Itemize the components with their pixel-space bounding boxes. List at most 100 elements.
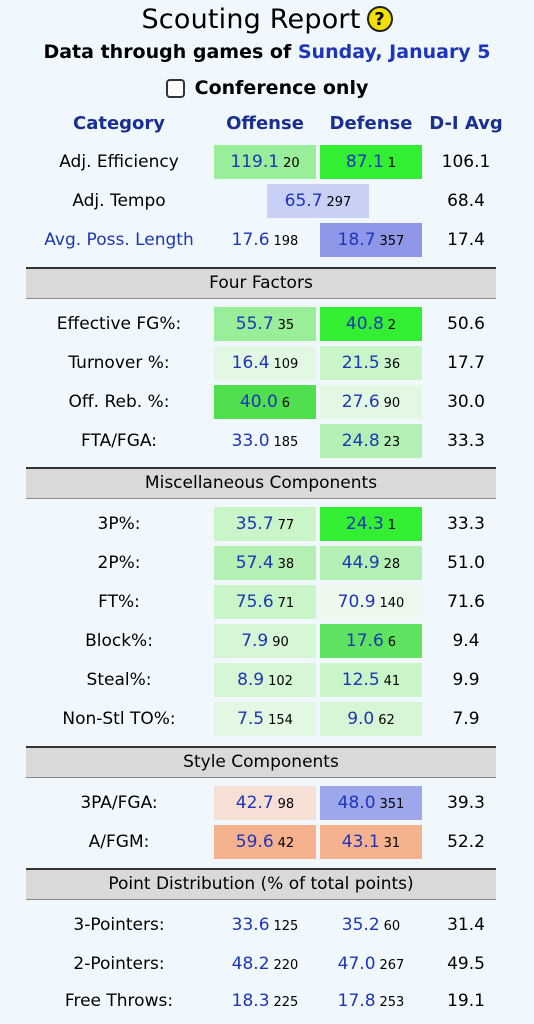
offense-cell: 18.3 225 — [214, 984, 316, 1018]
defense-value[interactable]: 12.5 — [341, 670, 380, 690]
offense-rank: 77 — [277, 518, 295, 533]
offense-value[interactable]: 35.7 — [235, 514, 274, 534]
offense-rank: 98 — [277, 797, 295, 812]
offense-rank: 6 — [281, 396, 291, 411]
defense-rank: 267 — [379, 958, 405, 973]
row-3p-pct: 3P%: 35.7 77 24.3 1 33.3 — [0, 506, 534, 542]
row-effective-fg: Effective FG%: 55.7 35 40.8 2 50.6 — [0, 306, 534, 342]
header-category[interactable]: Category — [72, 113, 166, 134]
defense-value[interactable]: 43.1 — [341, 832, 380, 852]
defense-value[interactable]: 70.9 — [337, 592, 376, 612]
offense-value[interactable]: 18.3 — [231, 991, 270, 1011]
offense-cell: 40.0 6 — [214, 385, 316, 419]
offense-value[interactable]: 17.6 — [231, 230, 270, 250]
offense-value[interactable]: 7.9 — [241, 631, 269, 651]
offense-rank: 109 — [273, 357, 299, 372]
row-free-throws: Free Throws: 18.3 225 17.8 253 19.1 — [0, 983, 534, 1019]
defense-rank: 31 — [383, 836, 401, 851]
di-avg-value: 106.1 — [441, 152, 491, 172]
row-off-reb-pct: Off. Reb. %: 40.0 6 27.6 90 30.0 — [0, 384, 534, 420]
di-avg-value: 30.0 — [447, 392, 485, 412]
defense-value[interactable]: 27.6 — [341, 392, 380, 412]
offense-cell: 33.0 185 — [214, 424, 316, 458]
defense-cell: 44.9 28 — [320, 546, 422, 580]
di-avg-value: 51.0 — [447, 553, 485, 573]
offense-value[interactable]: 8.9 — [237, 670, 265, 690]
offense-rank: 38 — [277, 557, 295, 572]
defense-cell: 24.8 23 — [320, 424, 422, 458]
defense-rank: 41 — [383, 674, 401, 689]
defense-value[interactable]: 48.0 — [337, 793, 376, 813]
conference-only-checkbox[interactable] — [165, 78, 185, 98]
data-date-link[interactable]: Sunday, January 5 — [297, 41, 491, 63]
defense-value[interactable]: 17.6 — [345, 631, 384, 651]
row-label: Free Throws: — [64, 991, 174, 1011]
row-label: Turnover %: — [68, 353, 170, 373]
defense-rank: 62 — [378, 713, 395, 728]
defense-value[interactable]: 24.8 — [341, 431, 380, 451]
row-avg-poss-length: Avg. Poss. Length 17.6 198 18.7 357 17.4 — [0, 222, 534, 258]
defense-cell: 24.3 1 — [320, 507, 422, 541]
row-label: 3P%: — [97, 514, 141, 534]
offense-value[interactable]: 55.7 — [235, 314, 274, 334]
defense-rank: 357 — [379, 234, 405, 249]
defense-rank: 90 — [383, 396, 401, 411]
defense-value[interactable]: 18.7 — [337, 230, 376, 250]
offense-value[interactable]: 48.2 — [231, 954, 270, 974]
di-avg-value: 50.6 — [447, 314, 485, 334]
row-3pa-fga: 3PA/FGA: 42.7 98 48.0 351 39.3 — [0, 785, 534, 821]
di-avg-value: 68.4 — [447, 191, 485, 211]
tempo-value[interactable]: 65.7 — [284, 191, 323, 211]
row-label: Off. Reb. %: — [68, 392, 170, 412]
defense-rank: 36 — [383, 357, 401, 372]
offense-value[interactable]: 57.4 — [235, 553, 274, 573]
offense-rank: 198 — [273, 234, 299, 249]
offense-value[interactable]: 75.6 — [235, 592, 274, 612]
offense-value[interactable]: 119.1 — [230, 152, 280, 172]
offense-rank: 35 — [277, 318, 295, 333]
offense-value[interactable]: 59.6 — [235, 832, 274, 852]
header-defense[interactable]: Defense — [329, 113, 413, 134]
di-avg-value: 19.1 — [447, 991, 485, 1011]
avg-poss-length-link[interactable]: Avg. Poss. Length — [44, 230, 194, 250]
di-avg-value: 31.4 — [447, 915, 485, 935]
di-avg-value: 52.2 — [447, 832, 485, 852]
defense-rank: 140 — [379, 596, 405, 611]
defense-cell: 35.2 60 — [320, 908, 422, 942]
defense-value[interactable]: 35.2 — [341, 915, 380, 935]
defense-value[interactable]: 87.1 — [345, 152, 384, 172]
row-label: FTA/FGA: — [81, 431, 157, 451]
header-offense[interactable]: Offense — [226, 113, 304, 134]
di-avg-value: 39.3 — [447, 793, 485, 813]
help-icon[interactable]: ? — [366, 6, 393, 32]
offense-value[interactable]: 7.5 — [237, 709, 265, 729]
defense-cell: 48.0 351 — [320, 786, 422, 820]
defense-value[interactable]: 21.5 — [341, 353, 380, 373]
offense-value[interactable]: 16.4 — [231, 353, 270, 373]
section-misc-components: Miscellaneous Components — [26, 467, 496, 499]
row-label: Steal%: — [86, 670, 152, 690]
offense-rank: 71 — [277, 596, 295, 611]
defense-value[interactable]: 40.8 — [345, 314, 384, 334]
offense-value[interactable]: 40.0 — [239, 392, 278, 412]
offense-rank: 220 — [273, 958, 299, 973]
offense-value[interactable]: 42.7 — [235, 793, 274, 813]
defense-value[interactable]: 24.3 — [345, 514, 384, 534]
defense-cell: 27.6 90 — [320, 385, 422, 419]
offense-value[interactable]: 33.6 — [231, 915, 270, 935]
offense-value[interactable]: 33.0 — [231, 431, 270, 451]
defense-value[interactable]: 47.0 — [337, 954, 376, 974]
di-avg-value: 33.3 — [447, 431, 485, 451]
defense-rank: 60 — [383, 919, 401, 934]
defense-value[interactable]: 44.9 — [341, 553, 380, 573]
header-di-avg[interactable]: D-I Avg — [429, 113, 503, 134]
conference-only-label: Conference only — [194, 77, 369, 99]
title-row: Scouting Report ? — [0, 0, 534, 38]
row-adj-tempo: Adj. Tempo 65.7 297 68.4 — [0, 183, 534, 219]
defense-value[interactable]: 9.0 — [347, 709, 375, 729]
offense-rank: 125 — [273, 919, 299, 934]
defense-cell: 70.9 140 — [320, 585, 422, 619]
conference-only-toggle[interactable]: Conference only — [0, 75, 534, 101]
offense-cell: 35.7 77 — [214, 507, 316, 541]
defense-value[interactable]: 17.8 — [337, 991, 376, 1011]
